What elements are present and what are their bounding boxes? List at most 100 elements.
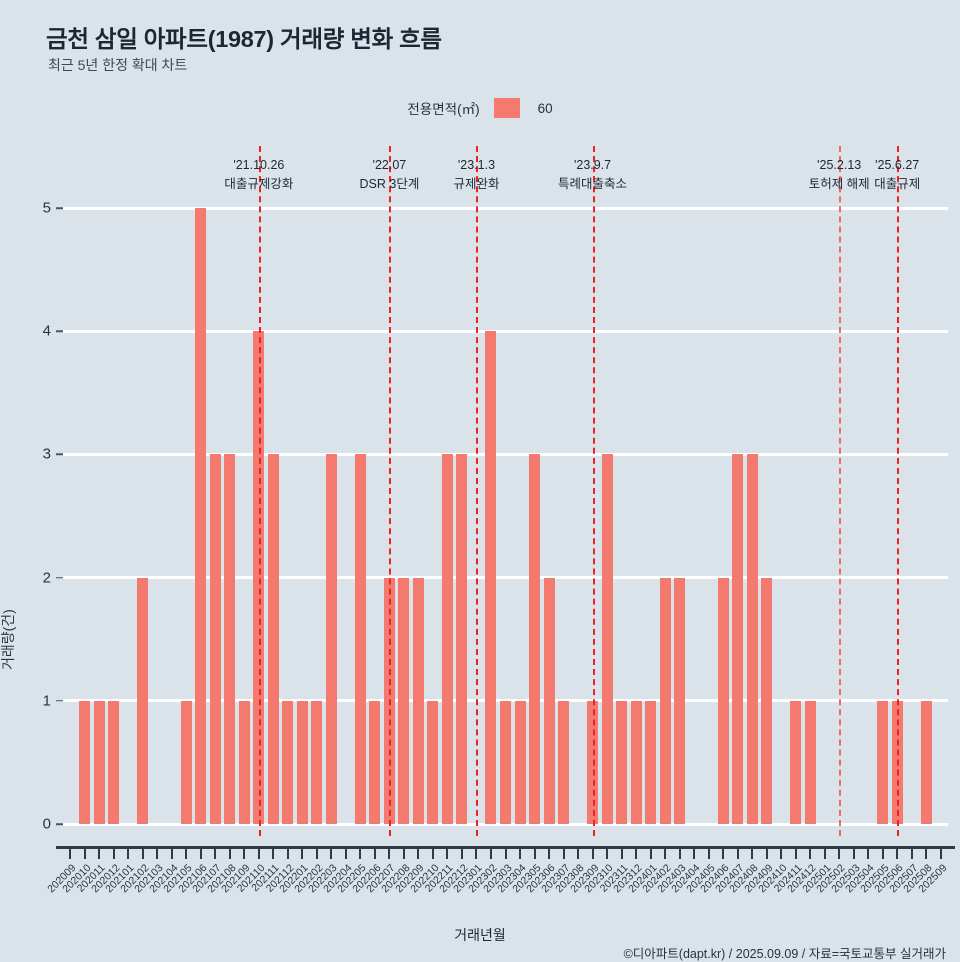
bar[interactable] (354, 454, 366, 824)
y-tick-label: 3 (42, 445, 51, 463)
x-axis-label: 거래년월 (454, 927, 506, 943)
chart-subtitle: 최근 5년 한정 확대 차트 (48, 57, 188, 73)
legend-swatch-60[interactable] (493, 98, 520, 118)
bar[interactable] (325, 454, 337, 824)
x-tick-mark (359, 848, 362, 859)
bar[interactable] (296, 700, 308, 824)
bar[interactable] (398, 577, 410, 824)
annotation-text: 특례대출축소 (558, 177, 628, 192)
bar[interactable] (790, 700, 802, 824)
x-tick-mark (896, 848, 899, 859)
x-tick-mark (69, 848, 72, 859)
bar[interactable] (441, 454, 453, 824)
y-tick-label: 2 (42, 569, 51, 587)
bar[interactable] (369, 700, 381, 824)
y-tick-mark (56, 330, 63, 332)
x-tick-mark (693, 848, 696, 859)
x-tick-mark (852, 848, 855, 859)
x-tick-mark (243, 848, 246, 859)
x-tick-mark (794, 848, 797, 859)
y-tick-mark (56, 207, 63, 209)
annotation-label: '25.2.13 토허제 해제 (809, 156, 870, 195)
bar[interactable] (180, 700, 192, 824)
bar[interactable] (514, 700, 526, 824)
y-tick-label: 0 (42, 815, 51, 833)
bar[interactable] (209, 454, 221, 824)
bar[interactable] (630, 700, 642, 824)
bar[interactable] (224, 454, 236, 824)
x-tick-mark (460, 848, 463, 859)
gridline-y-1 (63, 699, 948, 703)
x-tick-mark (199, 848, 202, 859)
bar[interactable] (93, 700, 105, 824)
annotation-date: '25.2.13 (817, 158, 862, 172)
annotation-line (592, 146, 595, 836)
bar[interactable] (558, 700, 570, 824)
x-tick-mark (620, 848, 623, 859)
annotation-date: '21.10.26 (233, 158, 285, 172)
chart-title: 금천 삼일 아파트(1987) 거래량 변화 흐름 (46, 26, 442, 52)
bar[interactable] (456, 454, 468, 824)
bar[interactable] (877, 700, 889, 824)
x-tick-mark (402, 848, 405, 859)
annotation-label: '25.6.27 대출규제 (874, 156, 920, 195)
x-tick-mark (257, 848, 260, 859)
x-tick-mark (591, 848, 594, 859)
chart-legend: 전용면적(㎡) 60 (0, 98, 960, 118)
x-tick-mark (301, 848, 304, 859)
bar[interactable] (543, 577, 555, 824)
x-tick-mark (809, 848, 812, 859)
x-tick-mark (489, 848, 492, 859)
x-axis-line (56, 846, 955, 849)
annotation-line (258, 146, 261, 836)
bar[interactable] (412, 577, 424, 824)
bar[interactable] (732, 454, 744, 824)
bar[interactable] (238, 700, 250, 824)
bar[interactable] (804, 700, 816, 824)
bar[interactable] (601, 454, 613, 824)
bar[interactable] (137, 577, 149, 824)
x-tick-mark (431, 848, 434, 859)
bar[interactable] (282, 700, 294, 824)
x-tick-mark (736, 848, 739, 859)
annotation-text: 규제완화 (453, 177, 500, 192)
plot-area: '21.10.26 대출규제강화 '22.07 DSR 3단계 '23.1.3 규제완화 '… (63, 146, 948, 836)
x-tick-mark (344, 848, 347, 859)
bar[interactable] (761, 577, 773, 824)
bar[interactable] (195, 208, 207, 824)
bar[interactable] (79, 700, 91, 824)
annotation-date: '25.6.27 (875, 158, 920, 172)
x-tick-mark (504, 848, 507, 859)
gridline-y-0 (63, 822, 948, 826)
x-tick-mark (228, 848, 231, 859)
bar[interactable] (500, 700, 511, 824)
bar[interactable] (717, 577, 729, 824)
y-axis-label: 거래량(건) (0, 609, 16, 670)
bar[interactable] (616, 700, 628, 824)
bar[interactable] (674, 577, 686, 824)
x-tick-mark (562, 848, 565, 859)
bar[interactable] (659, 577, 671, 824)
bar[interactable] (485, 331, 497, 824)
bar[interactable] (645, 700, 657, 824)
bar[interactable] (746, 454, 758, 824)
bar[interactable] (311, 700, 323, 824)
annotation-label: '21.10.26 대출규제강화 (224, 156, 293, 195)
y-tick-mark (56, 700, 63, 702)
bar[interactable] (108, 700, 120, 824)
x-tick-mark (722, 848, 725, 859)
legend-title: 전용면적(㎡) (407, 102, 480, 117)
bar[interactable] (267, 454, 279, 824)
bar[interactable] (920, 700, 932, 824)
y-tick-label: 5 (42, 199, 51, 217)
x-tick-mark (925, 848, 928, 859)
bar[interactable] (427, 700, 439, 824)
y-tick-mark (56, 576, 63, 579)
bar[interactable] (529, 454, 541, 824)
annotation-date: '23.1.3 (457, 158, 496, 172)
x-tick-mark (156, 848, 159, 859)
gridline-y-5 (63, 206, 948, 210)
annotation-label: '23.1.3 규제완화 (453, 156, 499, 195)
annotation-line (476, 146, 479, 836)
